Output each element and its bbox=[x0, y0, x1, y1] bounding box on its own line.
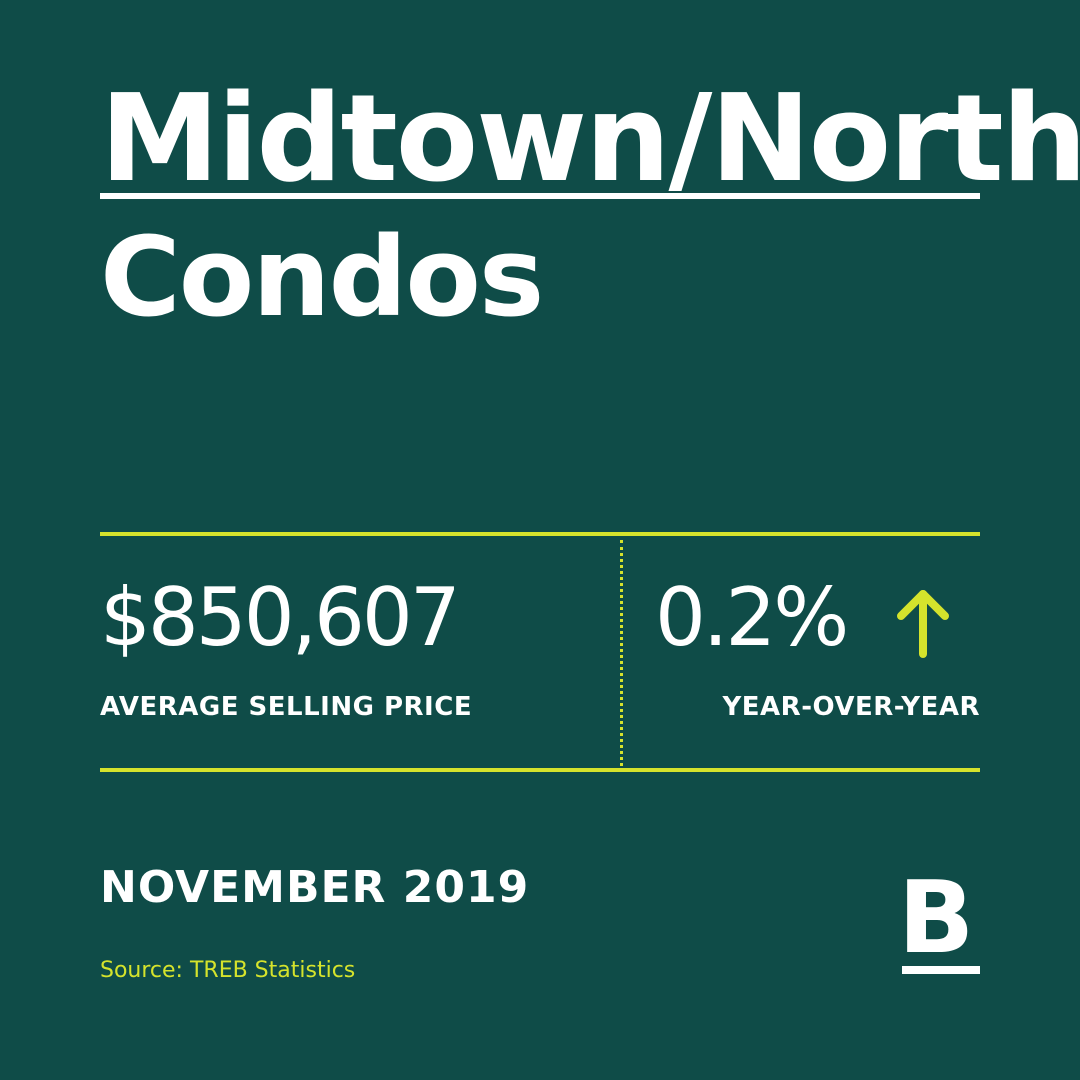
yoy-label: YEAR-OVER-YEAR bbox=[722, 692, 980, 722]
title-line-2: Condos bbox=[100, 213, 544, 341]
stats-bottom-rule bbox=[100, 768, 980, 772]
stats-top-rule bbox=[100, 532, 980, 536]
average-price-value: $850,607 bbox=[100, 571, 461, 664]
average-price-label: AVERAGE SELLING PRICE bbox=[100, 692, 473, 722]
source-note: Source: TREB Statistics bbox=[100, 958, 356, 983]
report-date: NOVEMBER 2019 bbox=[100, 862, 530, 913]
up-arrow-icon bbox=[897, 590, 949, 658]
title-underline bbox=[100, 193, 980, 199]
brand-logo-icon: B bbox=[898, 862, 980, 976]
brand-logo-letter: B bbox=[898, 862, 974, 976]
yoy-change-value: 0.2% bbox=[655, 571, 849, 664]
title-line-1: Midtown/North bbox=[100, 70, 1080, 209]
stats-divider bbox=[620, 540, 623, 766]
